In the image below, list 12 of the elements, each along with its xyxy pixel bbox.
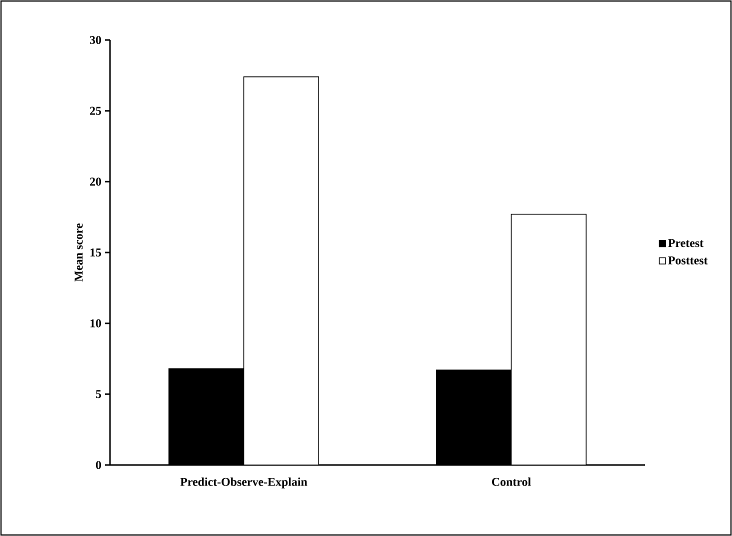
legend-label: Posttest xyxy=(668,256,708,264)
y-axis-title: Mean score xyxy=(74,224,83,282)
y-tick-label: 30 xyxy=(90,36,102,44)
x-tick-label: Predict-Observe-Explain xyxy=(180,478,308,488)
y-tick-label: 0 xyxy=(96,460,102,470)
y-tick-label: 20 xyxy=(90,178,102,186)
y-tick-label: 10 xyxy=(90,319,102,328)
y-tick-label: 25 xyxy=(90,106,102,115)
legend-label: Pretest xyxy=(668,239,704,248)
x-tick-label: Control xyxy=(492,478,531,486)
y-tick-label: 5 xyxy=(96,390,102,398)
y-tick-label: 15 xyxy=(90,248,102,256)
